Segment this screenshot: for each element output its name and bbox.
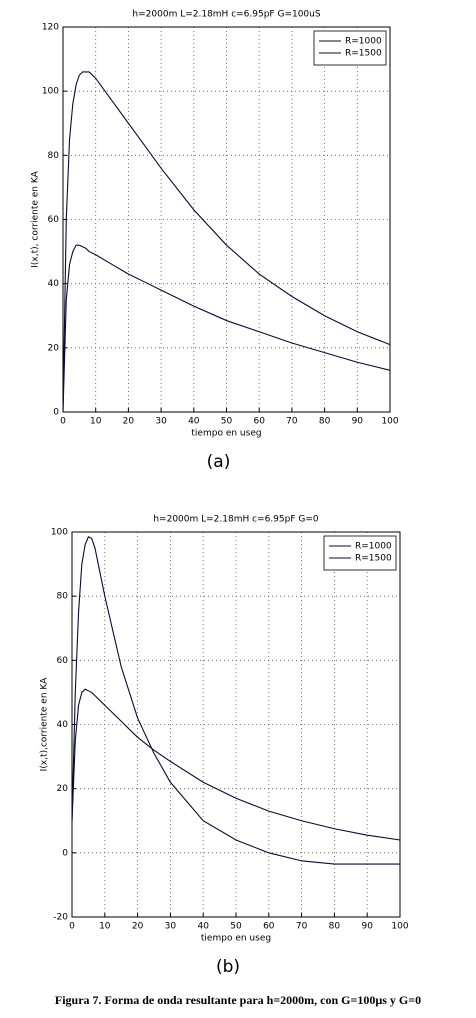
y-axis-label: I(x,t),corriente en KA xyxy=(40,677,50,771)
legend-box xyxy=(313,30,387,66)
caption: Figura 7. Forma de onda resultante para … xyxy=(55,993,421,1007)
x-axis-label: tiempo en useg xyxy=(201,934,271,944)
data-line xyxy=(71,536,400,865)
plot-frame xyxy=(71,531,401,918)
x-tick-label: 40 xyxy=(197,922,209,932)
panel-label: (b) xyxy=(216,957,240,977)
x-tick-label: 50 xyxy=(230,922,242,932)
y-axis-label: I(x,t), corriente en KA xyxy=(31,170,41,267)
legend-label: R=1500 xyxy=(355,554,392,564)
chart-title: h=2000m L=2.18mH c=6.95pF G=100uS xyxy=(132,10,320,20)
y-tick-label: 0 xyxy=(53,408,59,418)
legend-label: R=1000 xyxy=(355,542,392,552)
legend-box xyxy=(323,535,397,571)
data-line xyxy=(71,688,401,841)
y-tick-label: 80 xyxy=(57,592,69,602)
y-tick-label: 80 xyxy=(48,151,60,161)
x-tick-label: 100 xyxy=(381,417,398,427)
x-tick-label: 0 xyxy=(69,922,75,932)
x-tick-label: 90 xyxy=(361,922,373,932)
x-tick-label: 70 xyxy=(296,922,308,932)
x-tick-label: 30 xyxy=(155,417,167,427)
x-tick-label: 30 xyxy=(165,922,177,932)
x-tick-label: 10 xyxy=(90,417,102,427)
y-tick-label: 100 xyxy=(51,528,68,538)
x-tick-label: 10 xyxy=(99,922,111,932)
y-tick-label: 40 xyxy=(57,720,69,730)
x-tick-label: 70 xyxy=(286,417,298,427)
x-tick-label: 60 xyxy=(253,417,265,427)
x-tick-label: 80 xyxy=(329,922,341,932)
x-tick-label: 80 xyxy=(319,417,331,427)
y-tick-label: 20 xyxy=(57,784,69,794)
x-tick-label: 20 xyxy=(123,417,135,427)
legend-label: R=1000 xyxy=(345,37,382,47)
x-tick-label: 60 xyxy=(263,922,275,932)
y-tick-label: 100 xyxy=(42,87,59,97)
data-line xyxy=(62,244,391,413)
y-tick-label: 40 xyxy=(48,279,60,289)
legend-label: R=1500 xyxy=(345,49,382,59)
y-tick-label: 60 xyxy=(48,215,60,225)
x-tick-label: 20 xyxy=(132,922,144,932)
panel-label: (a) xyxy=(207,452,231,472)
y-tick-label: 20 xyxy=(48,343,60,353)
x-tick-label: 90 xyxy=(352,417,364,427)
x-tick-label: 40 xyxy=(188,417,200,427)
y-tick-label: 0 xyxy=(62,848,68,858)
y-tick-label: 60 xyxy=(57,656,69,666)
x-tick-label: 100 xyxy=(391,922,408,932)
plot-frame xyxy=(62,26,391,413)
x-tick-label: 0 xyxy=(60,417,66,427)
x-axis-label: tiempo en useg xyxy=(191,429,261,439)
y-tick-label: -20 xyxy=(53,913,68,923)
x-tick-label: 50 xyxy=(221,417,233,427)
chart-title: h=2000m L=2.18mH c=6.95pF G=0 xyxy=(153,515,319,525)
y-tick-label: 120 xyxy=(42,23,59,33)
data-line xyxy=(62,71,391,413)
